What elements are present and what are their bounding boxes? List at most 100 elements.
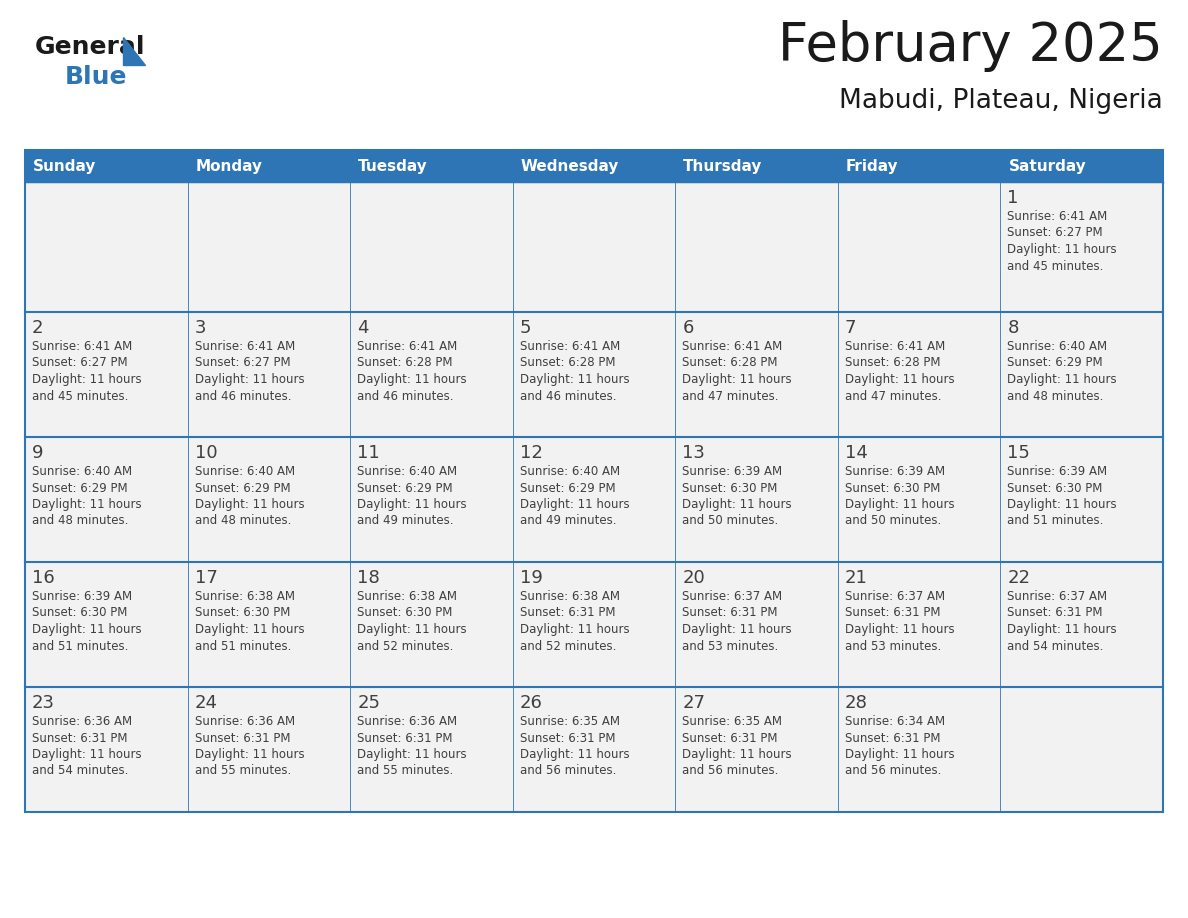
Text: Sunset: 6:31 PM: Sunset: 6:31 PM xyxy=(519,732,615,744)
Text: and 50 minutes.: and 50 minutes. xyxy=(845,514,941,528)
Text: and 49 minutes.: and 49 minutes. xyxy=(519,514,617,528)
Text: and 46 minutes.: and 46 minutes. xyxy=(519,389,617,402)
Bar xyxy=(513,687,675,812)
Text: and 48 minutes.: and 48 minutes. xyxy=(32,514,128,528)
Text: 8: 8 xyxy=(1007,319,1019,337)
Text: Daylight: 11 hours: Daylight: 11 hours xyxy=(519,748,630,761)
Text: Sunrise: 6:35 AM: Sunrise: 6:35 AM xyxy=(519,715,620,728)
Bar xyxy=(25,150,1163,812)
Text: Daylight: 11 hours: Daylight: 11 hours xyxy=(32,623,141,636)
Text: 25: 25 xyxy=(358,694,380,712)
Text: Daylight: 11 hours: Daylight: 11 hours xyxy=(358,748,467,761)
Text: and 51 minutes.: and 51 minutes. xyxy=(32,640,128,653)
Bar xyxy=(188,437,350,562)
Text: Sunrise: 6:41 AM: Sunrise: 6:41 AM xyxy=(682,340,783,353)
Text: 11: 11 xyxy=(358,444,380,462)
Bar xyxy=(1000,312,1163,437)
Text: 5: 5 xyxy=(519,319,531,337)
Bar xyxy=(188,312,350,437)
Text: Daylight: 11 hours: Daylight: 11 hours xyxy=(845,498,954,511)
Text: 14: 14 xyxy=(845,444,867,462)
Bar xyxy=(838,437,1000,562)
Text: Daylight: 11 hours: Daylight: 11 hours xyxy=(519,623,630,636)
Bar xyxy=(675,437,838,562)
Text: 19: 19 xyxy=(519,569,543,587)
Text: and 54 minutes.: and 54 minutes. xyxy=(1007,640,1104,653)
Text: Sunrise: 6:36 AM: Sunrise: 6:36 AM xyxy=(195,715,295,728)
Text: Wednesday: Wednesday xyxy=(520,159,619,174)
Text: and 47 minutes.: and 47 minutes. xyxy=(682,389,779,402)
Text: Blue: Blue xyxy=(65,65,127,89)
Bar xyxy=(675,182,838,312)
Bar xyxy=(1000,687,1163,812)
Text: Tuesday: Tuesday xyxy=(358,159,428,174)
Text: Sunset: 6:31 PM: Sunset: 6:31 PM xyxy=(32,732,127,744)
Text: 20: 20 xyxy=(682,569,704,587)
Text: 12: 12 xyxy=(519,444,543,462)
Text: Daylight: 11 hours: Daylight: 11 hours xyxy=(682,373,792,386)
Text: Sunrise: 6:39 AM: Sunrise: 6:39 AM xyxy=(845,465,944,478)
Text: Sunset: 6:31 PM: Sunset: 6:31 PM xyxy=(682,732,778,744)
Bar xyxy=(513,437,675,562)
Text: Sunset: 6:31 PM: Sunset: 6:31 PM xyxy=(1007,607,1102,620)
Text: Sunset: 6:31 PM: Sunset: 6:31 PM xyxy=(358,732,453,744)
Text: Daylight: 11 hours: Daylight: 11 hours xyxy=(845,623,954,636)
Text: Sunrise: 6:39 AM: Sunrise: 6:39 AM xyxy=(1007,465,1107,478)
Text: 3: 3 xyxy=(195,319,206,337)
Text: Sunset: 6:29 PM: Sunset: 6:29 PM xyxy=(195,482,290,495)
Text: 9: 9 xyxy=(32,444,44,462)
Text: Daylight: 11 hours: Daylight: 11 hours xyxy=(1007,623,1117,636)
Text: Sunrise: 6:40 AM: Sunrise: 6:40 AM xyxy=(519,465,620,478)
Text: Sunrise: 6:38 AM: Sunrise: 6:38 AM xyxy=(195,590,295,603)
Text: and 55 minutes.: and 55 minutes. xyxy=(358,765,454,778)
Bar xyxy=(350,437,513,562)
Bar xyxy=(350,687,513,812)
Bar xyxy=(838,182,1000,312)
Text: Sunset: 6:27 PM: Sunset: 6:27 PM xyxy=(195,356,290,370)
Bar xyxy=(838,312,1000,437)
Text: Mabudi, Plateau, Nigeria: Mabudi, Plateau, Nigeria xyxy=(839,88,1163,114)
Bar xyxy=(25,312,188,437)
Text: Sunset: 6:31 PM: Sunset: 6:31 PM xyxy=(519,607,615,620)
Text: Sunrise: 6:40 AM: Sunrise: 6:40 AM xyxy=(32,465,132,478)
Text: Sunrise: 6:39 AM: Sunrise: 6:39 AM xyxy=(32,590,132,603)
Text: Daylight: 11 hours: Daylight: 11 hours xyxy=(358,498,467,511)
Text: Sunset: 6:28 PM: Sunset: 6:28 PM xyxy=(682,356,778,370)
Text: 4: 4 xyxy=(358,319,368,337)
Text: 10: 10 xyxy=(195,444,217,462)
Text: Thursday: Thursday xyxy=(683,159,763,174)
Text: Friday: Friday xyxy=(846,159,898,174)
Bar xyxy=(513,182,675,312)
Text: Daylight: 11 hours: Daylight: 11 hours xyxy=(32,373,141,386)
Text: Sunrise: 6:37 AM: Sunrise: 6:37 AM xyxy=(845,590,944,603)
Text: and 46 minutes.: and 46 minutes. xyxy=(358,389,454,402)
Text: Daylight: 11 hours: Daylight: 11 hours xyxy=(195,373,304,386)
Text: 22: 22 xyxy=(1007,569,1030,587)
Text: Daylight: 11 hours: Daylight: 11 hours xyxy=(195,623,304,636)
Bar xyxy=(513,562,675,687)
Bar xyxy=(188,562,350,687)
Text: Sunset: 6:30 PM: Sunset: 6:30 PM xyxy=(358,607,453,620)
Bar xyxy=(1000,437,1163,562)
Text: and 48 minutes.: and 48 minutes. xyxy=(195,514,291,528)
Bar xyxy=(25,182,188,312)
Text: Sunrise: 6:41 AM: Sunrise: 6:41 AM xyxy=(32,340,132,353)
Text: Daylight: 11 hours: Daylight: 11 hours xyxy=(682,748,792,761)
Text: 23: 23 xyxy=(32,694,55,712)
Text: Daylight: 11 hours: Daylight: 11 hours xyxy=(358,623,467,636)
Bar xyxy=(1000,182,1163,312)
Bar xyxy=(350,562,513,687)
Bar xyxy=(25,437,188,562)
Text: Sunrise: 6:36 AM: Sunrise: 6:36 AM xyxy=(32,715,132,728)
Text: Sunrise: 6:40 AM: Sunrise: 6:40 AM xyxy=(1007,340,1107,353)
Text: 18: 18 xyxy=(358,569,380,587)
Text: and 46 minutes.: and 46 minutes. xyxy=(195,389,291,402)
Text: Sunrise: 6:37 AM: Sunrise: 6:37 AM xyxy=(682,590,783,603)
Text: and 56 minutes.: and 56 minutes. xyxy=(682,765,778,778)
Text: Daylight: 11 hours: Daylight: 11 hours xyxy=(1007,373,1117,386)
Text: General: General xyxy=(34,35,145,59)
Text: 6: 6 xyxy=(682,319,694,337)
Text: Daylight: 11 hours: Daylight: 11 hours xyxy=(195,748,304,761)
Text: Sunset: 6:29 PM: Sunset: 6:29 PM xyxy=(358,482,453,495)
Bar xyxy=(513,312,675,437)
